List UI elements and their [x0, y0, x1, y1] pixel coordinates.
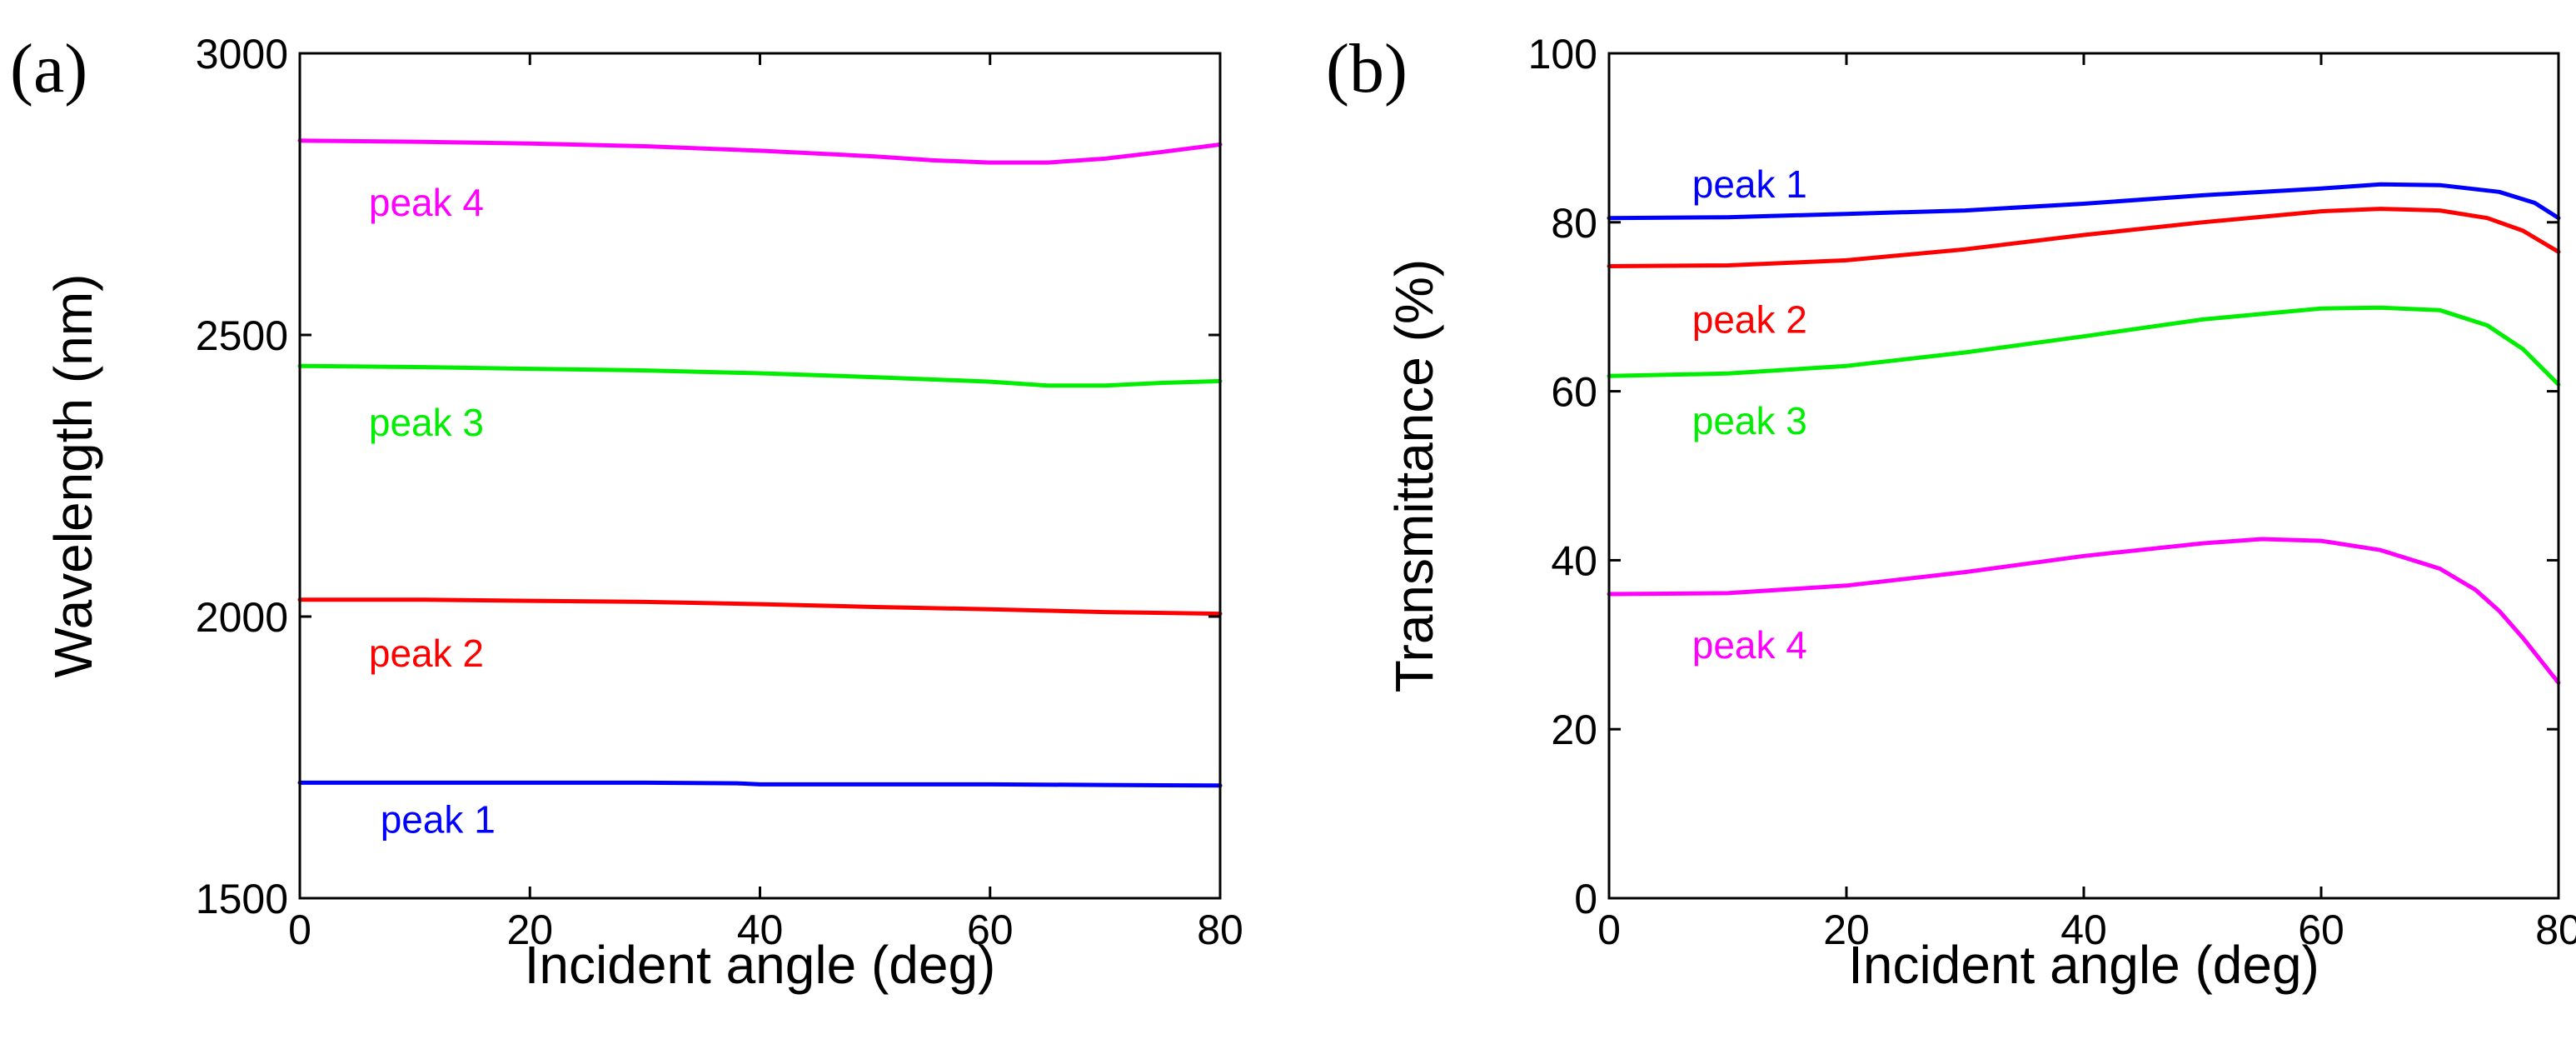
- panel-b-xtick-label: 40: [2060, 907, 2107, 953]
- panel-a-ytick-label: 2000: [196, 594, 288, 641]
- panel-b-xtick-label: 60: [2298, 907, 2344, 953]
- panel-a-series-line-4: [297, 138, 1223, 165]
- panel-a-x-axis-title: Incident angle (deg): [525, 935, 996, 995]
- panel-a-series-label-2: peak 2: [369, 632, 484, 675]
- panel-a-series-label-4: peak 4: [369, 181, 484, 224]
- panel-a-xtick-label: 60: [967, 907, 1014, 953]
- panel-b-series-label-4: peak 4: [1692, 623, 1807, 667]
- panel-a-series-line-3: [297, 363, 1223, 388]
- panel-a-chart: peak 1 peak 2 peak 3 peak 4 0 20 40 60 80 1500 200…: [10, 30, 1243, 995]
- panel-b-series-label-3: peak 3: [1692, 399, 1807, 442]
- panel-b-ytick-label: 0: [1574, 876, 1597, 922]
- panel-b-series-line-1: [1607, 182, 2561, 221]
- panel-a-xtick-label: 40: [737, 907, 784, 953]
- panel-b-xtick-label: 80: [2535, 907, 2576, 953]
- panel-a-plot-frame: [298, 52, 1222, 900]
- panel-a-xtick-label: 0: [288, 907, 311, 953]
- panel-a-xtick-label: 80: [1197, 907, 1243, 953]
- panel-a-ytick-label: 1500: [196, 876, 288, 922]
- panel-a-series-label-3: peak 3: [369, 401, 484, 444]
- panel-b-series-line-3: [1607, 305, 2561, 387]
- panel-b-ytick-label: 20: [1551, 707, 1597, 753]
- panel-a-ytick-label: 2500: [196, 312, 288, 359]
- panel-b-xtick-label: 20: [1823, 907, 1870, 953]
- panel-b-ytick-label: 40: [1551, 537, 1597, 584]
- panel-b-label: (b): [1326, 30, 1408, 107]
- panel-b-y-axis-title: Transmittance (%): [1384, 259, 1444, 692]
- panel-b-series-label-1: peak 1: [1692, 162, 1807, 206]
- panel-a-xtick-label: 20: [506, 907, 553, 953]
- panel-a-series-line-1: [297, 780, 1223, 788]
- panel-a-series-line-2: [297, 597, 1223, 617]
- panel-b-ytick-label: 60: [1551, 369, 1597, 416]
- panel-a-y-axis-title: Wavelength (nm): [43, 274, 103, 678]
- panel-a-label: (a): [10, 30, 87, 107]
- panel-b-ytick-label: 80: [1551, 200, 1597, 247]
- panel-b-chart: peak 1 peak 2 peak 3 peak 4 0 20 40 60 80 0 20 40 60…: [1326, 30, 2576, 995]
- panel-b-series-label-2: peak 2: [1692, 297, 1807, 341]
- panel-b-series-line-4: [1607, 537, 2561, 685]
- panel-a-ytick-label: 3000: [196, 31, 288, 77]
- panel-b-x-axis-title: Incident angle (deg): [1848, 935, 2319, 995]
- panel-b-xtick-label: 0: [1597, 907, 1621, 953]
- panel-b-ytick-label: 100: [1528, 31, 1597, 77]
- panel-a-series-label-1: peak 1: [381, 797, 496, 841]
- panel-b-series-line-2: [1607, 207, 2561, 268]
